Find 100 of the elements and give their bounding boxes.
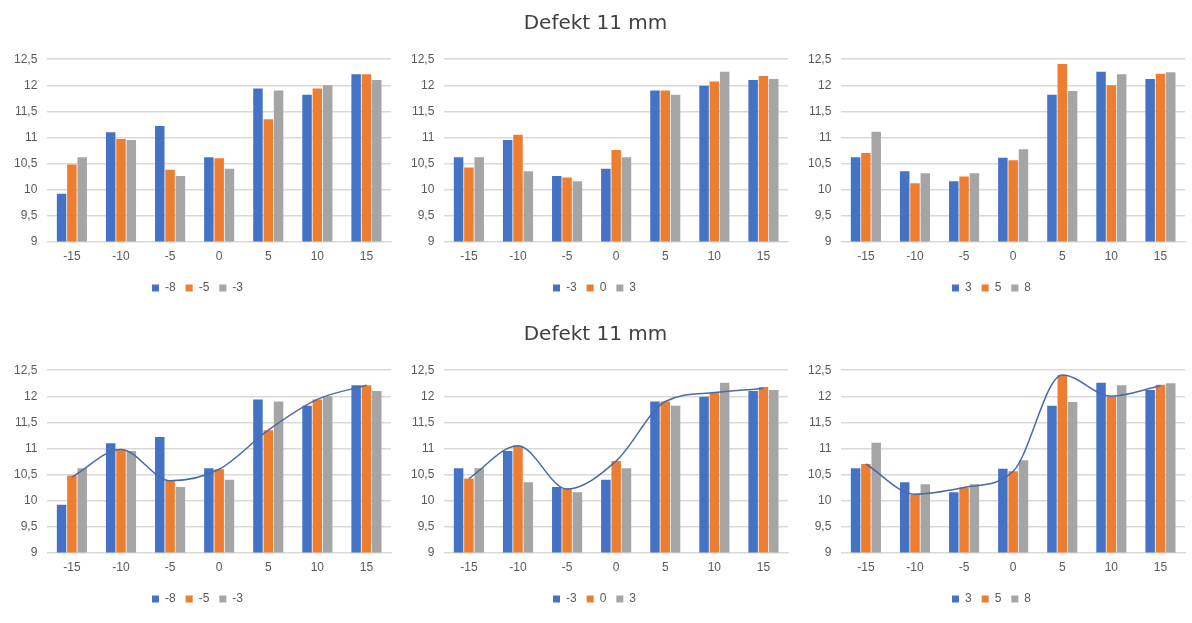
y-tick-label: 11 bbox=[818, 129, 832, 144]
legend-label: -8 bbox=[165, 591, 176, 606]
y-tick-label: 12 bbox=[421, 388, 435, 403]
y-tick-label: 11 bbox=[421, 129, 435, 144]
y-tick-label: 9,5 bbox=[20, 207, 38, 222]
x-tick-label: -15 bbox=[63, 560, 81, 575]
y-tick-label: 9 bbox=[30, 233, 38, 248]
legend-label: -5 bbox=[198, 591, 210, 606]
chart-title: Defekt 11 mm bbox=[522, 9, 669, 36]
y-tick-label: 11,5 bbox=[411, 414, 435, 429]
x-tick-label: 5 bbox=[264, 560, 272, 575]
x-tick-label: -15 bbox=[460, 249, 478, 264]
x-tick-label: -10 bbox=[906, 560, 924, 575]
x-tick-label: 10 bbox=[707, 249, 722, 264]
legend-label: 5 bbox=[994, 280, 1002, 295]
y-tick-label: 10,5 bbox=[808, 155, 832, 170]
y-tick-label: 9 bbox=[824, 233, 832, 248]
x-tick-label: -5 bbox=[164, 249, 176, 264]
x-tick-label: -5 bbox=[164, 560, 176, 575]
y-tick-label: 11,5 bbox=[808, 414, 832, 429]
x-tick-label: -10 bbox=[906, 249, 924, 264]
legend-label: -3 bbox=[232, 280, 244, 295]
y-tick-label: 12,5 bbox=[808, 51, 832, 66]
legend-label: -3 bbox=[232, 591, 244, 606]
x-tick-label: -15 bbox=[63, 249, 81, 264]
x-tick-label: 10 bbox=[707, 560, 722, 575]
y-tick-label: 11,5 bbox=[14, 414, 38, 429]
x-tick-label: 5 bbox=[1058, 249, 1066, 264]
y-tick-label: 9 bbox=[427, 233, 435, 248]
y-tick-label: 9,5 bbox=[417, 207, 435, 222]
y-tick-label: 9,5 bbox=[20, 518, 38, 533]
y-tick-label: 12,5 bbox=[411, 362, 435, 377]
x-tick-label: 10 bbox=[310, 560, 325, 575]
x-tick-label: 10 bbox=[1104, 249, 1119, 264]
y-tick-label: 12 bbox=[24, 77, 38, 92]
y-tick-label: 9,5 bbox=[417, 518, 435, 533]
legend-label: 5 bbox=[994, 591, 1002, 606]
legend-label: 0 bbox=[599, 280, 607, 295]
y-tick-label: 9,5 bbox=[814, 207, 832, 222]
legend-label: -3 bbox=[565, 280, 577, 295]
y-tick-label: 10 bbox=[24, 492, 38, 507]
y-tick-label: 12 bbox=[24, 388, 38, 403]
x-tick-label: 5 bbox=[1058, 560, 1066, 575]
line-series bbox=[71, 384, 368, 482]
x-tick-label: -5 bbox=[561, 560, 573, 575]
y-tick-label: 11 bbox=[24, 129, 38, 144]
y-tick-label: 10,5 bbox=[14, 466, 38, 481]
line-series bbox=[468, 387, 765, 490]
legend-label: -3 bbox=[565, 591, 577, 606]
legend-label: -8 bbox=[165, 280, 176, 295]
chart-title: Defekt 11 mm bbox=[522, 320, 669, 347]
y-tick-label: 12,5 bbox=[808, 362, 832, 377]
x-tick-label: 5 bbox=[264, 249, 272, 264]
y-tick-label: 9,5 bbox=[814, 518, 832, 533]
y-tick-label: 10,5 bbox=[411, 466, 435, 481]
legend-label: 3 bbox=[629, 280, 637, 295]
x-tick-label: 5 bbox=[661, 560, 669, 575]
y-tick-label: 11 bbox=[421, 440, 435, 455]
line-series bbox=[865, 374, 1162, 495]
x-tick-label: 10 bbox=[310, 249, 325, 264]
x-tick-label: 15 bbox=[1153, 249, 1168, 264]
y-tick-label: 10,5 bbox=[411, 155, 435, 170]
y-tick-label: 12,5 bbox=[14, 51, 38, 66]
legend-label: 0 bbox=[599, 591, 607, 606]
y-tick-label: 9 bbox=[824, 544, 832, 559]
x-tick-label: 10 bbox=[1104, 560, 1119, 575]
y-tick-label: 10 bbox=[421, 181, 435, 196]
legend-label: 8 bbox=[1024, 591, 1032, 606]
x-tick-label: 0 bbox=[1009, 249, 1017, 264]
x-tick-label: -10 bbox=[509, 249, 527, 264]
y-tick-label: 11,5 bbox=[808, 103, 832, 118]
x-tick-label: 0 bbox=[215, 249, 223, 264]
x-tick-label: 15 bbox=[756, 249, 771, 264]
x-tick-label: -10 bbox=[112, 249, 130, 264]
y-tick-label: 12 bbox=[818, 388, 832, 403]
y-tick-label: 11 bbox=[818, 440, 832, 455]
legend-label: 3 bbox=[964, 591, 972, 606]
x-tick-label: -10 bbox=[112, 560, 130, 575]
x-tick-label: -5 bbox=[561, 249, 573, 264]
x-tick-label: 15 bbox=[756, 560, 771, 575]
x-tick-label: -15 bbox=[857, 560, 875, 575]
legend-label: 3 bbox=[964, 280, 972, 295]
x-tick-label: -10 bbox=[509, 560, 527, 575]
y-tick-label: 12 bbox=[421, 77, 435, 92]
y-tick-label: 10 bbox=[818, 492, 832, 507]
y-tick-label: 11 bbox=[24, 440, 38, 455]
x-tick-label: 15 bbox=[359, 560, 374, 575]
x-tick-label: -15 bbox=[857, 249, 875, 264]
y-tick-label: 10 bbox=[24, 181, 38, 196]
legend-label: -5 bbox=[198, 280, 210, 295]
y-tick-label: 10 bbox=[818, 181, 832, 196]
x-tick-label: 15 bbox=[1153, 560, 1168, 575]
x-tick-label: -5 bbox=[958, 249, 970, 264]
x-tick-label: -15 bbox=[460, 560, 478, 575]
y-tick-label: 12,5 bbox=[14, 362, 38, 377]
y-tick-label: 9 bbox=[427, 544, 435, 559]
y-tick-label: 11,5 bbox=[411, 103, 435, 118]
legend-label: 3 bbox=[629, 591, 637, 606]
y-tick-label: 9 bbox=[30, 544, 38, 559]
x-tick-label: 0 bbox=[612, 560, 620, 575]
